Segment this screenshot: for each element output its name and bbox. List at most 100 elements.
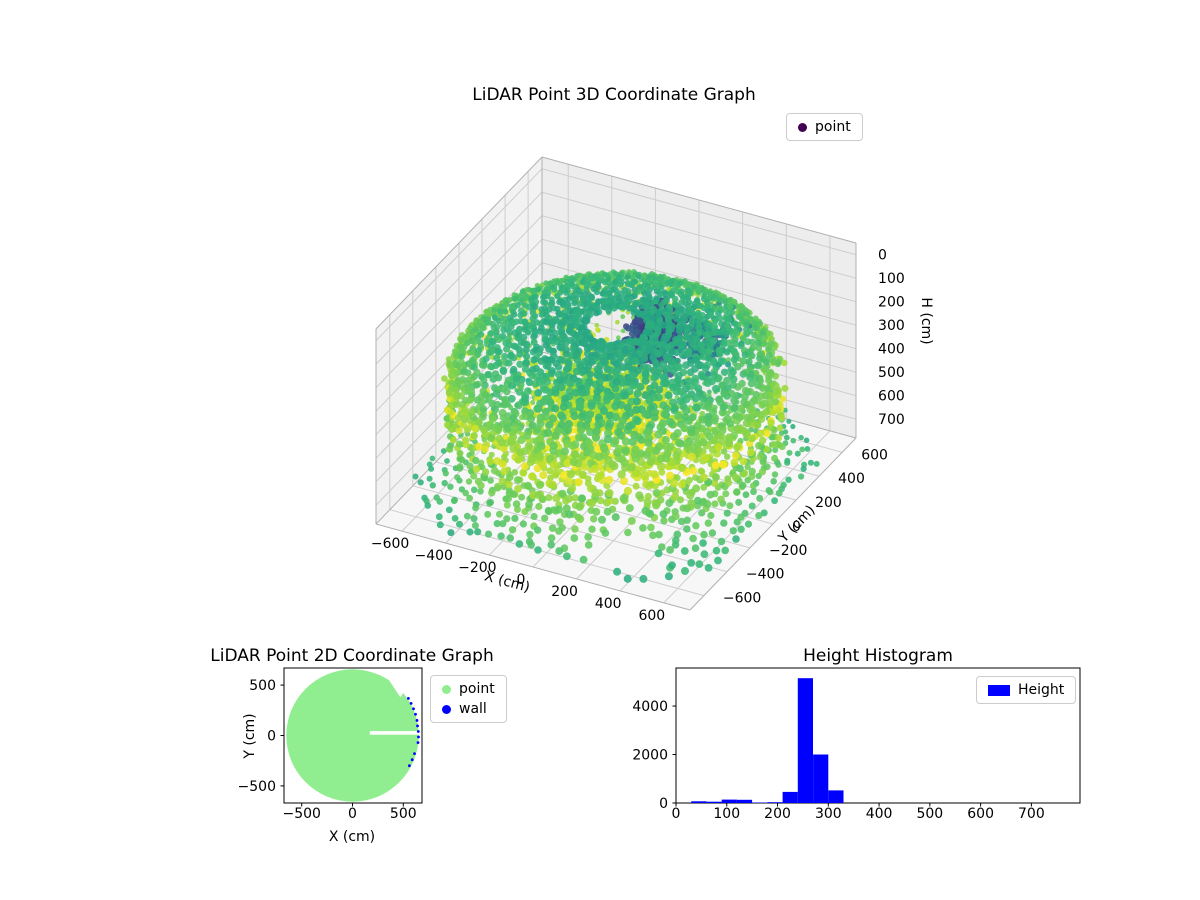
axes-edge [375,523,691,611]
void-region [369,731,420,735]
tick-label: 400 [838,471,865,487]
wall-point [412,707,415,711]
grid-line [375,191,543,365]
tick-label: 4000 [632,699,668,715]
histogram-bar [721,799,737,803]
tick-label: 200 [551,584,578,600]
tick-label: 0 [517,572,526,588]
tick-label: 0 [267,729,276,745]
axes-edge [689,437,857,611]
tick-label: 0 [672,806,681,822]
2d-plot-legend: point wall [430,675,507,723]
legend-label-point: point [459,681,495,697]
tick-label: 600 [638,608,665,624]
wall-point [413,752,416,755]
legend-label-height: Height [1018,682,1065,698]
tick-label: 0 [792,519,801,535]
tick-label: −200 [458,560,496,576]
wall-series-marker [442,704,451,714]
grid-line [541,191,857,279]
height-series-marker [988,684,1010,696]
grid-line [375,215,543,389]
tick-label: 500 [878,365,905,381]
void-region [383,669,410,698]
tick-label: 600 [878,389,905,405]
3d-h-axis-label: H (cm) [918,297,934,344]
tick-label: 200 [878,295,905,311]
tick-label: 400 [866,806,893,822]
histogram-bar [813,754,829,803]
plot-3d-scatter: −600 −400 −200 0 200 400 600 −600 −400 −200 0 200 40… [371,156,905,624]
histogram-bar [797,678,813,803]
2d-y-axis-label: Y (cm) [242,713,258,759]
histogram-bar [706,801,722,803]
tick-label: 700 [1018,806,1045,822]
legend-entry-height: Height [988,682,1064,698]
3d-plot-title: LiDAR Point 3D Coordinate Graph [472,85,756,105]
tick-label: 200 [815,495,842,511]
tick-label: 400 [595,596,622,612]
tick-label: 200 [764,806,791,822]
histogram-title: Height Histogram [803,646,953,666]
point-cloud-points [412,269,820,583]
grid-line [541,215,857,303]
legend-entry-point: point [798,119,851,135]
histogram-bar [691,801,707,803]
axes-edge [375,156,543,330]
tick-label: 500 [916,806,943,822]
wall-point [409,702,413,705]
grid-line [663,430,831,604]
wall-point [417,735,420,739]
plot-2d-scatter: −500 0 500 −500 0 500 [238,667,423,822]
tick-label: 0 [348,806,357,822]
tick-label: 100 [878,271,905,287]
histogram-bar [828,790,844,803]
tick-label: 600 [861,447,888,463]
axes-edge [541,156,857,244]
tick-label: 400 [878,342,905,358]
point-series-marker [798,122,807,132]
tick-label: −400 [415,548,453,564]
tick-label: 700 [878,412,905,428]
3d-plot-legend: point [786,113,863,141]
tick-label: 0 [878,248,887,264]
histogram-bar [736,799,753,803]
2d-x-axis-label: X (cm) [329,829,375,845]
point-region [286,669,419,802]
tick-label: 300 [878,318,905,334]
wall-point [416,730,420,733]
tick-label: −600 [371,536,409,552]
histogram-bar [782,791,798,803]
tick-label: 500 [390,806,417,822]
tick-label: 0 [659,796,668,812]
wall-point [416,724,419,728]
legend-entry-wall: wall [442,701,495,717]
grid-line [375,238,543,412]
histogram-bar [752,802,768,803]
wall-point [407,697,410,700]
tick-label: 600 [967,806,994,822]
tick-label: −600 [723,591,761,607]
tick-label: −500 [238,779,276,795]
grid-line [541,168,857,256]
grid-line [375,168,543,342]
tick-label: 2000 [632,748,668,764]
legend-entry-point: point [442,681,495,697]
histogram-bars [691,678,844,803]
histogram-bar [767,802,783,803]
tick-label: −200 [769,543,807,559]
histogram-legend: Height [976,676,1077,704]
tick-label: 300 [815,806,842,822]
tick-label: −500 [282,806,320,822]
wall-point [416,741,420,744]
legend-label-point: point [815,119,851,135]
point-series-marker [442,684,451,694]
wall-point [414,712,417,716]
grid-line [541,238,857,326]
wall-point [408,764,411,768]
wall-point [415,719,419,722]
tick-label: 500 [249,678,276,694]
tick-label: 100 [713,806,740,822]
